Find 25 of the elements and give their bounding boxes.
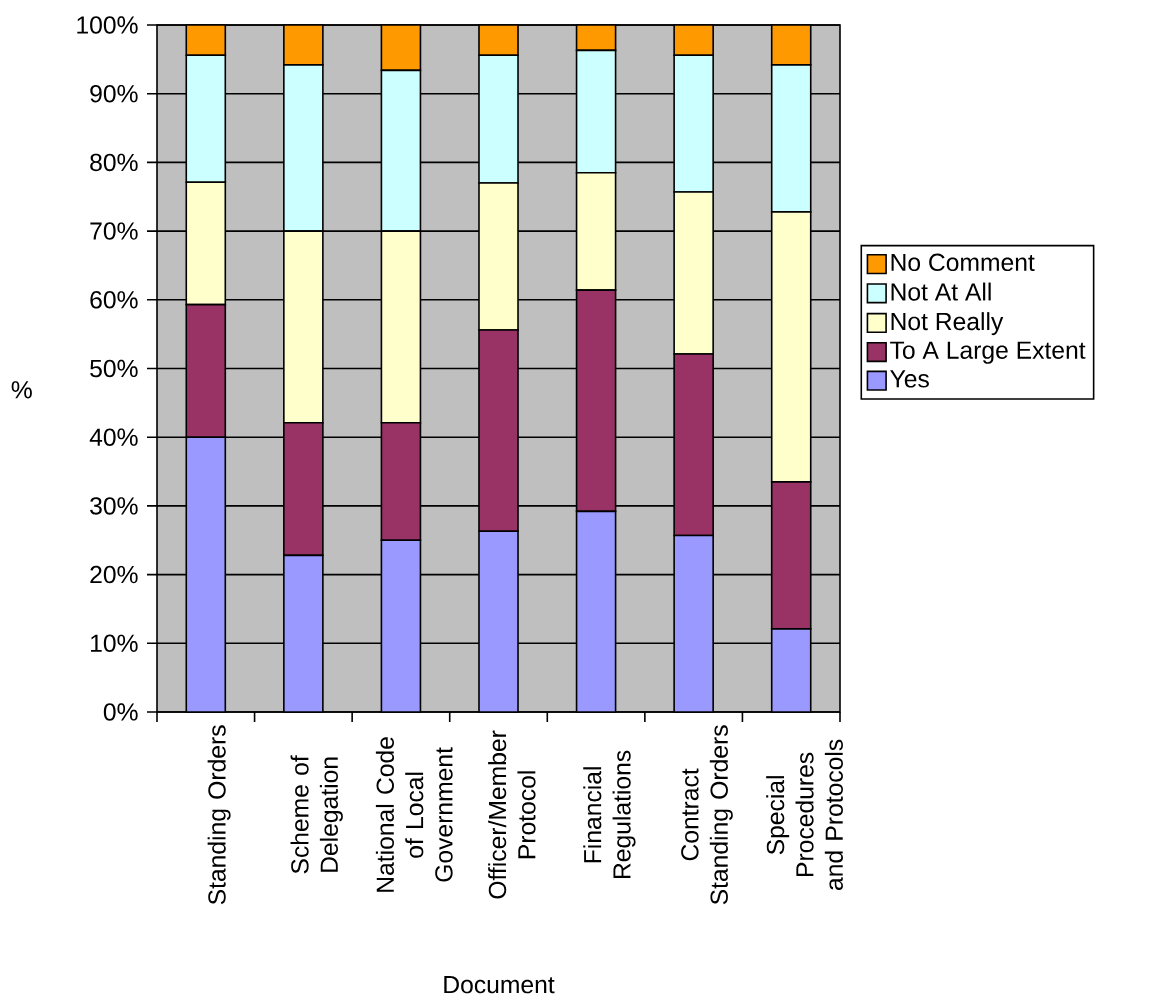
x-tick-label: Financial Regulations <box>583 750 636 879</box>
y-tick-label: 40% <box>89 428 138 446</box>
y-tick-label: 0% <box>103 703 138 721</box>
y-tick-label: 100% <box>77 16 138 34</box>
legend-label: To A Large Extent <box>890 341 1086 364</box>
legend-label: Yes <box>890 370 929 388</box>
x-tick-label: National Code of Local Government <box>375 737 453 892</box>
x-tick-label: Contract Standing Orders <box>681 725 733 905</box>
x-tick-label: Officer/Member Protocol <box>488 730 536 899</box>
y-tick-label: 70% <box>90 222 138 240</box>
x-tick-label: Scheme of Delegation <box>290 755 343 874</box>
legend-label: Not At All <box>891 282 991 301</box>
y-tick-label: 60% <box>90 291 138 309</box>
y-axis-title: % <box>11 381 32 399</box>
x-tick-label: Standing Orders <box>207 725 231 905</box>
legend-label: Not Really <box>891 312 1004 336</box>
y-tick-label: 30% <box>90 497 138 515</box>
y-tick-label: 90% <box>90 84 138 103</box>
x-tick-label: Special Procedures and Protocols <box>766 739 843 890</box>
y-tick-label: 80% <box>90 153 138 172</box>
legend-label: No Comment <box>891 253 1035 272</box>
y-tick-label: 50% <box>90 359 138 378</box>
y-tick-label: 20% <box>90 565 138 584</box>
x-axis-title: Document <box>444 976 555 994</box>
y-tick-label: 10% <box>91 634 138 653</box>
